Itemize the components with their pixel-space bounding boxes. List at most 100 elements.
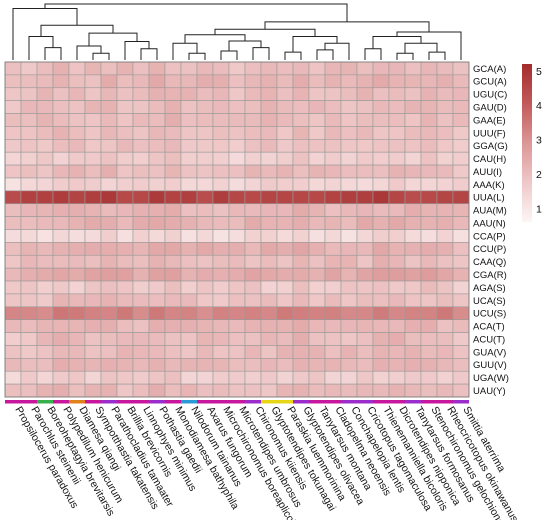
heatmap-cell: [260, 280, 278, 295]
heatmap-cell: [340, 61, 358, 76]
heatmap-cell: [260, 306, 278, 320]
heatmap-cell: [388, 126, 406, 140]
column-group-swatch: [389, 400, 405, 404]
dendrogram-branch: [364, 48, 382, 60]
heatmap-cell: [100, 332, 118, 346]
heatmap-cell: [244, 267, 262, 282]
heatmap-cell: [116, 254, 134, 269]
heatmap-cell: [164, 229, 182, 243]
heatmap-cell: [404, 61, 422, 76]
heatmap-cell: [388, 293, 406, 308]
heatmap-cell: [132, 164, 150, 179]
heatmap-cell: [132, 254, 150, 269]
heatmap-cell: [244, 293, 262, 308]
heatmap-cell: [276, 126, 294, 140]
heatmap-cell: [228, 74, 246, 89]
heatmap-cell: [84, 383, 102, 398]
heatmap-cell: [228, 358, 246, 372]
heatmap-cell: [148, 293, 166, 308]
heatmap-cell: [452, 332, 470, 346]
heatmap-cell: [308, 61, 326, 76]
heatmap-cell: [308, 293, 326, 308]
row-label: UUA(L): [473, 193, 505, 204]
heatmap-cell: [180, 306, 198, 320]
heatmap-cell: [452, 139, 470, 153]
heatmap-cell: [36, 345, 54, 359]
heatmap-cell: [388, 306, 406, 320]
heatmap-cell: [68, 100, 86, 114]
heatmap-cell: [276, 216, 294, 230]
heatmap-cell: [68, 242, 86, 256]
heatmap-cell: [68, 74, 86, 89]
heatmap-cell: [356, 267, 374, 282]
heatmap-cell: [436, 254, 454, 269]
heatmap-cell: [100, 164, 118, 179]
column-group-swatch: [53, 400, 69, 404]
heatmap-cell: [324, 293, 342, 308]
heatmap-cell: [436, 177, 454, 192]
heatmap-cell: [292, 203, 310, 217]
heatmap-cell: [324, 190, 342, 205]
column-group-swatch: [5, 400, 21, 404]
heatmap-cell: [388, 139, 406, 153]
dendrogram-branch: [220, 50, 238, 60]
heatmap-cell: [36, 164, 54, 179]
heatmap-cell: [356, 358, 374, 372]
heatmap-cell: [340, 280, 358, 295]
heatmap-cell: [180, 319, 198, 333]
heatmap-cell: [20, 267, 38, 282]
heatmap-cell: [228, 306, 246, 320]
heatmap-cell: [100, 61, 118, 76]
heatmap-cell: [340, 139, 358, 153]
heatmap-cell: [36, 319, 54, 333]
heatmap-cell: [436, 280, 454, 295]
heatmap-cell: [356, 293, 374, 308]
heatmap-cell: [340, 216, 358, 230]
heatmap-cell: [292, 139, 310, 153]
heatmap-cell: [164, 370, 182, 385]
heatmap-cell: [212, 267, 230, 282]
heatmap-cell: [196, 358, 214, 372]
heatmap-cell: [196, 319, 214, 333]
heatmap-cell: [404, 126, 422, 140]
row-label: AUU(I): [473, 167, 502, 178]
heatmap-cell: [116, 87, 134, 101]
heatmap-cell: [180, 113, 198, 127]
heatmap-cell: [372, 87, 390, 101]
heatmap-cell: [148, 345, 166, 359]
heatmap-cell: [116, 203, 134, 217]
heatmap-cell: [436, 139, 454, 153]
heatmap-cell: [20, 293, 38, 308]
heatmap-cell: [452, 203, 470, 217]
heatmap-cell: [148, 139, 166, 153]
heatmap-cell: [228, 139, 246, 153]
heatmap-cell: [372, 177, 390, 192]
heatmap-cell: [308, 177, 326, 192]
dendrogram-branch: [140, 48, 158, 60]
heatmap-cell: [212, 190, 230, 205]
heatmap-cell: [260, 177, 278, 192]
heatmap-cell: [148, 383, 166, 398]
heatmap-cell: [196, 100, 214, 114]
heatmap-cell: [404, 113, 422, 127]
heatmap-cell: [100, 254, 118, 269]
heatmap-cell: [180, 177, 198, 192]
heatmap-cell: [4, 151, 22, 166]
dendrogram-branch: [372, 35, 422, 49]
heatmap-cell: [84, 177, 102, 192]
colorbar-tick-label: 1: [536, 203, 542, 215]
heatmap-cell: [388, 383, 406, 398]
heatmap-cell: [420, 203, 438, 217]
heatmap-cell: [452, 74, 470, 89]
heatmap-cell: [4, 216, 22, 230]
heatmap-cell: [164, 164, 182, 179]
heatmap-cell: [164, 113, 182, 127]
heatmap-cell: [84, 332, 102, 346]
heatmap-cell: [244, 151, 262, 166]
heatmap-cell: [324, 345, 342, 359]
heatmap-cell: [244, 164, 262, 179]
heatmap-cell: [180, 87, 198, 101]
dendrogram-branch: [124, 41, 150, 60]
heatmap-cell: [340, 113, 358, 127]
heatmap-cell: [404, 190, 422, 205]
